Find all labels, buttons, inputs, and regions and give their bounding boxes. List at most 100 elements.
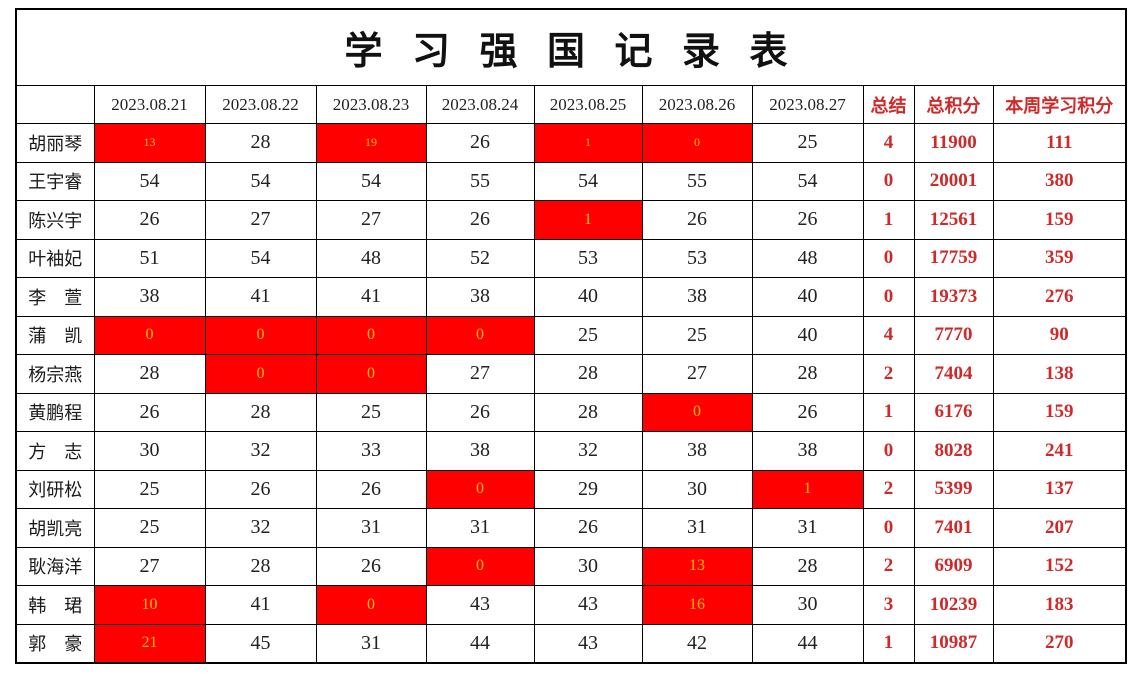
name-cell[interactable]: 刘研松 <box>15 469 95 509</box>
date-header[interactable]: 2023.08.25 <box>533 85 643 124</box>
summary-cell[interactable]: 0 <box>862 161 915 201</box>
score-cell-highlighted[interactable]: 0 <box>425 469 535 509</box>
score-cell[interactable]: 26 <box>641 200 753 240</box>
total-points-cell[interactable]: 19373 <box>913 277 994 317</box>
summary-header[interactable]: 总结 <box>862 85 915 124</box>
score-cell[interactable]: 45 <box>204 623 317 664</box>
score-cell[interactable]: 38 <box>751 431 864 471</box>
score-cell[interactable]: 48 <box>315 238 427 278</box>
score-cell[interactable]: 53 <box>533 238 643 278</box>
score-cell-highlighted[interactable]: 16 <box>641 585 753 625</box>
score-cell[interactable]: 26 <box>315 546 427 586</box>
total-points-cell[interactable]: 12561 <box>913 200 994 240</box>
week-points-cell[interactable]: 207 <box>992 508 1127 548</box>
score-cell[interactable]: 25 <box>93 469 206 509</box>
week-points-cell[interactable]: 359 <box>992 238 1127 278</box>
score-cell[interactable]: 25 <box>641 315 753 355</box>
score-cell-highlighted[interactable]: 10 <box>93 585 206 625</box>
score-cell[interactable]: 54 <box>533 161 643 201</box>
summary-cell[interactable]: 0 <box>862 508 915 548</box>
score-cell-highlighted[interactable]: 0 <box>204 354 317 394</box>
name-cell[interactable]: 陈兴宇 <box>15 200 95 240</box>
score-cell[interactable]: 38 <box>425 277 535 317</box>
score-cell[interactable]: 27 <box>93 546 206 586</box>
score-cell[interactable]: 30 <box>751 585 864 625</box>
summary-cell[interactable]: 3 <box>862 585 915 625</box>
week-points-cell[interactable]: 270 <box>992 623 1127 664</box>
score-cell[interactable]: 54 <box>751 161 864 201</box>
score-cell[interactable]: 33 <box>315 431 427 471</box>
summary-cell[interactable]: 2 <box>862 469 915 509</box>
score-cell[interactable]: 26 <box>204 469 317 509</box>
score-cell-highlighted[interactable]: 0 <box>315 354 427 394</box>
total-points-cell[interactable]: 20001 <box>913 161 994 201</box>
summary-cell[interactable]: 4 <box>862 315 915 355</box>
score-cell[interactable]: 38 <box>641 277 753 317</box>
score-cell[interactable]: 53 <box>641 238 753 278</box>
score-cell[interactable]: 40 <box>751 315 864 355</box>
score-cell[interactable]: 38 <box>93 277 206 317</box>
score-cell[interactable]: 30 <box>533 546 643 586</box>
score-cell[interactable]: 28 <box>751 354 864 394</box>
week-points-cell[interactable]: 152 <box>992 546 1127 586</box>
score-cell[interactable]: 31 <box>425 508 535 548</box>
score-cell[interactable]: 25 <box>93 508 206 548</box>
score-cell[interactable]: 41 <box>315 277 427 317</box>
score-cell[interactable]: 44 <box>751 623 864 664</box>
score-cell[interactable]: 41 <box>204 277 317 317</box>
score-cell[interactable]: 26 <box>425 392 535 432</box>
score-cell-highlighted[interactable]: 0 <box>315 315 427 355</box>
total-points-cell[interactable]: 7404 <box>913 354 994 394</box>
score-cell-highlighted[interactable]: 0 <box>425 315 535 355</box>
score-cell[interactable]: 42 <box>641 623 753 664</box>
score-cell[interactable]: 26 <box>93 392 206 432</box>
week-points-cell[interactable]: 276 <box>992 277 1127 317</box>
score-cell[interactable]: 27 <box>641 354 753 394</box>
score-cell[interactable]: 30 <box>93 431 206 471</box>
total-points-cell[interactable]: 5399 <box>913 469 994 509</box>
score-cell[interactable]: 27 <box>425 354 535 394</box>
score-cell[interactable]: 51 <box>93 238 206 278</box>
date-header[interactable]: 2023.08.21 <box>93 85 206 124</box>
name-cell[interactable]: 郭 豪 <box>15 623 95 664</box>
score-cell[interactable]: 26 <box>751 392 864 432</box>
score-cell-highlighted[interactable]: 13 <box>93 123 206 163</box>
score-cell[interactable]: 48 <box>751 238 864 278</box>
score-cell[interactable]: 28 <box>751 546 864 586</box>
score-cell[interactable]: 41 <box>204 585 317 625</box>
score-cell[interactable]: 27 <box>204 200 317 240</box>
score-cell[interactable]: 30 <box>641 469 753 509</box>
total-points-cell[interactable]: 8028 <box>913 431 994 471</box>
score-cell-highlighted[interactable]: 13 <box>641 546 753 586</box>
week-points-cell[interactable]: 159 <box>992 200 1127 240</box>
total-points-cell[interactable]: 6176 <box>913 392 994 432</box>
total-points-cell[interactable]: 7401 <box>913 508 994 548</box>
name-cell[interactable]: 方 志 <box>15 431 95 471</box>
score-cell[interactable]: 55 <box>641 161 753 201</box>
score-cell[interactable]: 38 <box>641 431 753 471</box>
name-cell[interactable]: 叶袖妃 <box>15 238 95 278</box>
name-cell[interactable]: 王宇睿 <box>15 161 95 201</box>
score-cell[interactable]: 32 <box>204 508 317 548</box>
score-cell[interactable]: 26 <box>425 200 535 240</box>
name-cell[interactable]: 李 萱 <box>15 277 95 317</box>
score-cell[interactable]: 43 <box>533 623 643 664</box>
score-cell-highlighted[interactable]: 0 <box>204 315 317 355</box>
name-cell[interactable]: 黄鹏程 <box>15 392 95 432</box>
score-cell[interactable]: 26 <box>315 469 427 509</box>
name-cell[interactable]: 杨宗燕 <box>15 354 95 394</box>
date-header[interactable]: 2023.08.24 <box>425 85 535 124</box>
score-cell[interactable]: 31 <box>315 623 427 664</box>
name-cell[interactable]: 韩 珺 <box>15 585 95 625</box>
score-cell[interactable]: 40 <box>751 277 864 317</box>
score-cell[interactable]: 43 <box>425 585 535 625</box>
summary-cell[interactable]: 1 <box>862 623 915 664</box>
summary-cell[interactable]: 2 <box>862 546 915 586</box>
score-cell-highlighted[interactable]: 0 <box>641 123 753 163</box>
score-cell[interactable]: 52 <box>425 238 535 278</box>
total-points-cell[interactable]: 10987 <box>913 623 994 664</box>
score-cell-highlighted[interactable]: 19 <box>315 123 427 163</box>
name-cell[interactable]: 胡丽琴 <box>15 123 95 163</box>
score-cell[interactable]: 26 <box>533 508 643 548</box>
week-points-cell[interactable]: 137 <box>992 469 1127 509</box>
